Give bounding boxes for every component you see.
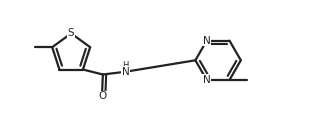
Text: N: N [203, 36, 210, 46]
Text: N: N [122, 67, 129, 77]
Text: H: H [122, 61, 129, 70]
Text: N: N [203, 75, 210, 85]
Text: S: S [68, 28, 74, 38]
Text: O: O [98, 91, 106, 101]
